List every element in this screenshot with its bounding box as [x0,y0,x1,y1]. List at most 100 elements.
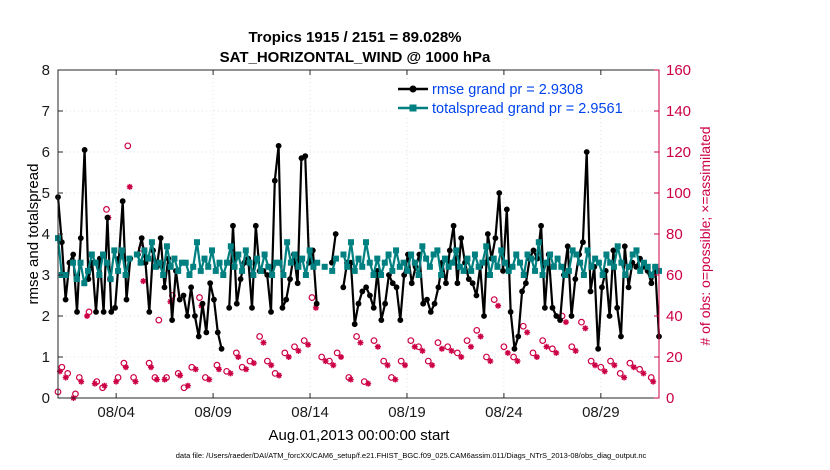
obs-possible-point [333,349,341,357]
series-point-spread [145,255,152,262]
series-point-spread [453,247,460,254]
series-point-spread [265,263,272,270]
series-point-rmse [62,296,69,303]
obs-assimilated-point [56,368,63,375]
obs-possible-point [380,357,388,365]
series-point-spread [310,263,317,270]
series-point-rmse [580,239,586,246]
y-tick-label: 0 [42,390,50,407]
series-point-rmse [564,243,571,250]
series-point-spread [250,272,257,278]
series-point-spread [505,267,512,274]
series-point-rmse [378,317,385,323]
obs-possible-point [345,374,353,381]
series-point-rmse [541,304,548,311]
series-point-rmse [568,313,575,319]
obs-possible-point [424,357,432,365]
series-point-spread [261,251,268,258]
obs-possible-point [453,349,461,357]
series-point-rmse [104,214,111,221]
series-point-spread [231,263,238,270]
y-tick-label: 1 [42,349,50,366]
series-point-rmse [359,288,366,295]
obs-assimilated-point [113,378,120,385]
series-point-spread [216,259,223,266]
series-point-spread [385,251,392,258]
series-point-spread [622,272,629,278]
obs-possible-point [578,318,585,326]
obs-possible-point [370,337,378,345]
series-point-spread [81,280,88,287]
obs-assimilated-point [184,382,191,389]
series-point-spread [565,267,572,274]
series-point-rmse [572,276,579,282]
series-point-spread [126,255,133,262]
series-point-rmse [484,231,491,237]
obs-possible-point [163,374,170,381]
obs-assimilated-point [215,366,222,373]
series-point-rmse [424,296,430,303]
series-point-spread [618,259,625,266]
series-point-spread [513,251,520,258]
series-point-rmse [538,222,544,229]
y-tick-label: 8 [42,62,50,79]
series-point-spread [370,272,377,278]
series-point-spread [182,259,189,266]
series-point-spread [419,243,426,250]
series-point-spread [471,251,478,258]
series-point-rmse [180,292,187,299]
series-point-spread [306,247,313,254]
series-point-spread [374,255,381,262]
series-point-spread [269,272,276,278]
series-point-spread [569,247,576,254]
series-point-spread [460,267,467,274]
series-point-spread [603,251,610,258]
obs-assimilated-point [562,319,569,326]
series-point-spread [381,259,388,266]
series-point-spread [115,267,122,274]
series-point-rmse [465,276,472,282]
obs-assimilated-point [330,362,337,369]
series-point-rmse [408,280,415,287]
series-point-rmse [606,313,613,319]
series-point-spread [389,267,396,274]
series-point-rmse [211,296,217,303]
chart-subtitle: SAT_HORIZONTAL_WIND @ 1000 hPa [220,49,491,66]
obs-possible-point [300,337,308,345]
series-point-rmse [287,276,293,282]
series-point-spread [558,263,565,270]
series-point-rmse [583,149,590,155]
obs-possible-point [539,337,547,345]
series-point-rmse [614,304,621,311]
series-point-rmse [70,251,77,258]
series-point-spread [227,243,234,250]
obs-possible-point [444,343,452,351]
obs-possible-point [93,378,101,386]
series-point-rmse [230,222,236,229]
series-point-spread [77,259,84,266]
series-point-spread [186,272,193,278]
series-point-rmse [363,284,370,291]
obs-assimilated-point [495,302,502,309]
series-point-spread [648,272,655,278]
series-point-spread [148,239,155,246]
obs-possible-point [174,370,182,377]
obs-assimilated-point [140,278,147,285]
obs-assimilated-point [374,343,381,350]
series-point-spread [517,259,524,266]
obs-assimilated-point [305,341,312,348]
series-point-rmse [93,309,99,315]
series-point-spread [577,259,584,266]
obs-assimilated-point [553,349,560,356]
series-point-spread [359,263,366,270]
series-point-spread [220,272,227,278]
legend-rmse-marker [409,85,417,93]
series-point-spread [152,263,159,270]
obs-possible-point [483,353,490,361]
series-point-spread [637,267,644,274]
x-tick-label: 08/04 [97,404,135,421]
series-point-spread [607,259,614,266]
series-point-spread [295,263,302,270]
obs-possible-point [103,205,110,213]
series-point-spread [501,259,508,266]
